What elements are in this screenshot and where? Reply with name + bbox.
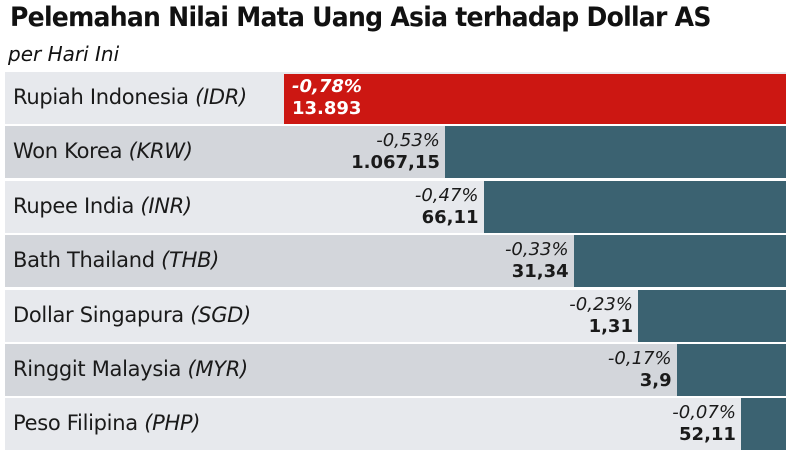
- bar: [676, 344, 786, 396]
- chart-subtitle: per Hari Ini: [8, 42, 120, 66]
- percent-label: -0,47%: [414, 185, 479, 206]
- category-label: Rupiah Indonesia (IDR): [13, 85, 247, 109]
- category-code: (KRW): [128, 139, 193, 163]
- category-code: (THB): [161, 248, 220, 272]
- percent-label: -0,53%: [376, 130, 440, 151]
- category-name: Ringgit Malaysia: [13, 357, 188, 381]
- category-name: Rupee India: [13, 194, 141, 218]
- percent-label: -0,33%: [504, 239, 569, 260]
- category-name: Bath Thailand: [13, 248, 162, 272]
- category-code: (INR): [140, 194, 192, 218]
- category-name: Won Korea: [13, 139, 129, 163]
- category-code: (SGD): [190, 303, 251, 327]
- chart-title: Pelemahan Nilai Mata Uang Asia terhadap …: [10, 2, 711, 33]
- category-label: Won Korea (KRW): [13, 139, 193, 163]
- category-label: Peso Filipina (PHP): [13, 411, 201, 435]
- row-background: [5, 344, 786, 396]
- category-label: Ringgit Malaysia (MYR): [13, 357, 248, 381]
- category-label: Rupee India (INR): [13, 194, 192, 218]
- category-label: Bath Thailand (THB): [13, 248, 219, 272]
- rate-label: 1.067,15: [351, 152, 440, 173]
- category-name: Peso Filipina: [13, 411, 145, 435]
- percent-label: -0,23%: [569, 294, 633, 315]
- row-background: [5, 398, 786, 450]
- category-code: (PHP): [144, 411, 201, 435]
- rate-label: 1,31: [588, 316, 633, 337]
- bar: [573, 235, 786, 287]
- rate-label: 52,11: [679, 424, 736, 445]
- category-label: Dollar Singapura (SGD): [13, 303, 251, 327]
- rate-label: 66,11: [421, 207, 479, 228]
- rate-label: 31,34: [511, 261, 569, 282]
- category-name: Dollar Singapura: [13, 303, 191, 327]
- percent-label: -0,78%: [292, 76, 362, 97]
- bar: [444, 126, 786, 178]
- percent-label: -0,07%: [672, 402, 736, 423]
- rate-label: 13.893: [292, 98, 362, 119]
- bar: [740, 398, 786, 450]
- category-code: (MYR): [187, 357, 248, 381]
- bar: [284, 74, 786, 124]
- category-code: (IDR): [195, 85, 247, 109]
- bar: [483, 181, 786, 233]
- bar: [637, 290, 786, 342]
- percent-label: -0,17%: [607, 348, 672, 369]
- category-name: Rupiah Indonesia: [13, 85, 196, 109]
- rate-label: 3,9: [639, 370, 672, 391]
